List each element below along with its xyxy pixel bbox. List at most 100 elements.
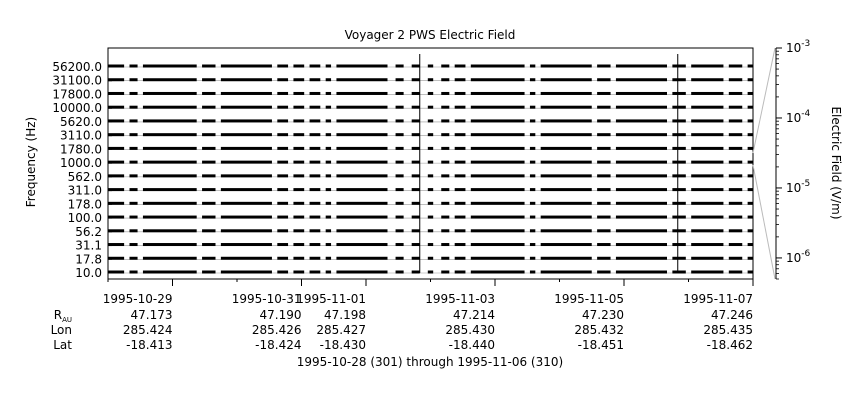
data-segment <box>202 91 216 95</box>
data-segment <box>142 174 197 178</box>
frequency-tick-label: 1780.0 <box>60 142 102 156</box>
data-segment <box>108 119 125 123</box>
data-segment <box>293 215 305 219</box>
data-segment <box>142 133 197 137</box>
ephemeris-r-label: RAU <box>54 308 72 324</box>
data-segment <box>728 133 743 137</box>
channel-trace <box>108 215 753 219</box>
data-segment <box>325 201 332 205</box>
channel-trace <box>108 256 753 260</box>
data-segment <box>691 119 724 123</box>
data-segment <box>220 229 272 233</box>
data-segment <box>529 243 536 247</box>
data-segment <box>293 64 305 68</box>
data-segment <box>309 64 321 68</box>
data-segment <box>441 256 450 260</box>
data-segment <box>142 201 197 205</box>
data-segment <box>441 78 450 82</box>
time-tick-label: 1995-11-03 <box>425 292 495 306</box>
data-segment <box>220 201 272 205</box>
data-segment <box>672 119 686 123</box>
data-segment <box>202 146 216 150</box>
data-segment <box>142 270 197 274</box>
data-segment <box>728 201 743 205</box>
data-segment <box>108 78 125 82</box>
data-segment <box>441 119 450 123</box>
x-axis-label: 1995-10-28 (301) through 1995-11-06 (310… <box>297 355 563 369</box>
data-segment <box>108 243 125 247</box>
data-segment <box>395 133 404 137</box>
ephemeris-lon-label: Lon <box>51 323 72 337</box>
data-segment <box>454 146 466 150</box>
data-segment <box>129 91 138 95</box>
data-segment <box>615 229 667 233</box>
data-segment <box>129 160 138 164</box>
data-segment <box>277 146 289 150</box>
data-segment <box>615 188 667 192</box>
data-segment <box>395 78 404 82</box>
data-segment <box>540 91 592 95</box>
data-segment <box>129 105 138 109</box>
channel-trace <box>108 119 753 123</box>
data-segment <box>672 105 686 109</box>
time-tick-label: 1995-10-31 <box>232 292 302 306</box>
data-segment <box>108 229 125 233</box>
data-segment <box>454 229 466 233</box>
ephemeris-table: RAU Lon Lat 47.173285.424-18.41347.19028… <box>51 308 753 352</box>
data-segment <box>597 201 611 205</box>
data-segment <box>129 64 138 68</box>
data-segment <box>325 243 332 247</box>
data-segment <box>336 160 388 164</box>
data-segment <box>293 174 305 178</box>
data-segment <box>277 188 289 192</box>
data-segment <box>336 146 388 150</box>
data-segment <box>108 105 125 109</box>
data-segment <box>277 270 289 274</box>
data-segment <box>529 91 536 95</box>
data-segment <box>427 146 434 150</box>
channel-trace <box>108 160 753 164</box>
data-segment <box>747 146 753 150</box>
data-segment <box>395 146 404 150</box>
channel-trace <box>108 64 753 68</box>
ephemeris-r-value: 47.214 <box>453 308 495 322</box>
plot-area: 56200.031100.017800.010000.05620.03110.0… <box>52 47 754 306</box>
data-segment <box>672 64 686 68</box>
data-segment <box>411 64 420 68</box>
data-segment <box>747 91 753 95</box>
colorbar-tick-base: 10 <box>786 251 801 265</box>
data-segment <box>672 215 686 219</box>
data-segment <box>454 243 466 247</box>
data-segment <box>427 270 434 274</box>
data-segment <box>691 91 724 95</box>
data-segment <box>395 229 404 233</box>
frequency-tick-label: 311.0 <box>68 184 102 198</box>
data-segment <box>470 270 525 274</box>
data-segment <box>728 78 743 82</box>
data-segment <box>277 160 289 164</box>
data-segment <box>529 215 536 219</box>
data-segment <box>277 119 289 123</box>
data-segment <box>395 105 404 109</box>
data-segment <box>108 146 125 150</box>
data-segment <box>470 91 525 95</box>
data-segment <box>395 119 404 123</box>
ephemeris-r-value: 47.230 <box>582 308 624 322</box>
frequency-tick-label: 1000.0 <box>60 156 102 170</box>
data-segment <box>220 188 272 192</box>
data-segment <box>325 229 332 233</box>
data-segment <box>691 229 724 233</box>
data-segment <box>747 256 753 260</box>
ephemeris-r-value: 47.173 <box>131 308 173 322</box>
data-segment <box>220 119 272 123</box>
channel-trace <box>108 174 753 178</box>
data-segment <box>747 78 753 82</box>
data-segment <box>470 256 525 260</box>
data-segment <box>672 160 686 164</box>
data-segment <box>325 174 332 178</box>
channel-trace <box>108 146 753 150</box>
ephemeris-lon-value: 285.432 <box>574 323 624 337</box>
data-segment <box>672 201 686 205</box>
data-segment <box>220 78 272 82</box>
